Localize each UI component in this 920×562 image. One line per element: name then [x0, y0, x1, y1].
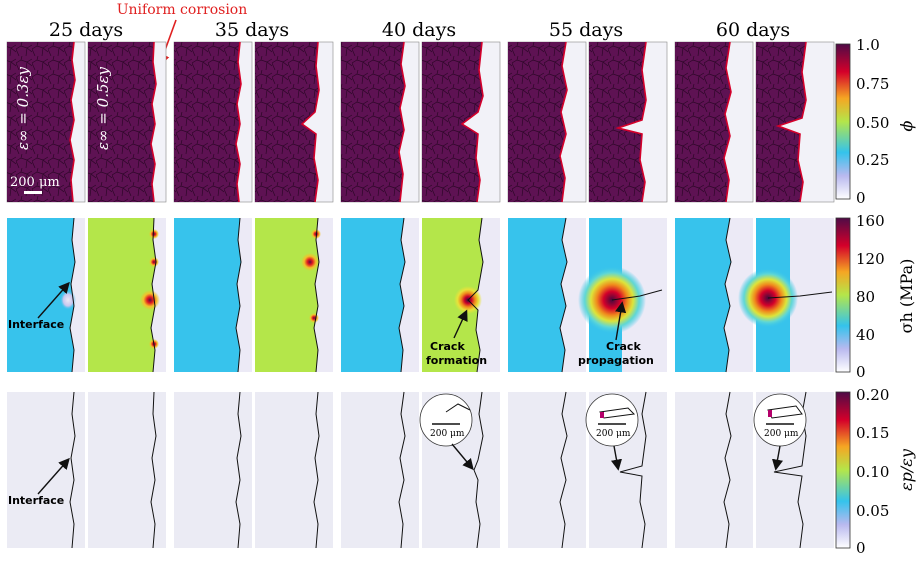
phi-tick-1: 0.75 [856, 75, 889, 93]
plastic-panel-2 [88, 391, 166, 549]
column-titles: 25 days 35 days 40 days 55 days 60 days [49, 19, 790, 41]
phi-panel-3 [173, 41, 253, 203]
sigma-tick-3: 40 [856, 326, 875, 344]
stress-panel-6 [422, 217, 500, 373]
stress-panel-3 [174, 217, 252, 373]
inset-scale-1: 200 μm [430, 429, 465, 439]
interface-arrow-1 [37, 281, 70, 319]
plastic-tick-0: 0.20 [856, 386, 889, 404]
interface-label-1: Interface [8, 318, 64, 331]
crack-propagation-arrow [615, 301, 627, 341]
plastic-axis-label: εp/εy [897, 448, 916, 491]
phi-panel-7 [507, 41, 587, 203]
crack-propagation-line-1: Crack [606, 340, 641, 353]
plastic-tick-4: 0 [856, 539, 866, 557]
stress-panel-7 [508, 217, 586, 373]
row-stress: Interface Crack formation Crack propagat… [7, 217, 834, 373]
phi-tick-0: 1.0 [856, 36, 880, 54]
phi-panel-6 [421, 41, 501, 203]
colorbar-phi: 1.0 0.75 0.50 0.25 0 ϕ [835, 36, 916, 207]
crack-formation-line-2: formation [426, 354, 487, 367]
phi-panel-8 [588, 41, 668, 203]
plastic-panel-7 [508, 391, 586, 549]
row-plastic: 200 μm 200 μm 200 μm [7, 391, 834, 549]
phi-panel-10 [755, 41, 835, 203]
inset-circle-2 [585, 393, 639, 447]
plastic-tick-3: 0.05 [856, 502, 889, 520]
inset-arrow-3 [771, 445, 784, 471]
plastic-tick-2: 0.10 [856, 463, 889, 481]
phi-panel-1 [6, 41, 86, 203]
scale-bar-label: 200 μm [10, 175, 60, 190]
phi-axis-label: ϕ [897, 120, 916, 131]
stress-panel-1 [7, 217, 85, 373]
phi-panel-5 [340, 41, 420, 203]
stress-panel-10 [738, 218, 834, 372]
strain-label-2: ε∞ = 0.5εy [94, 66, 112, 150]
inset-scale-2: 200 μm [596, 429, 631, 439]
strain-label-1: ε∞ = 0.3εy [14, 66, 32, 150]
column-title-35: 35 days [215, 19, 289, 41]
colorbar-sigma: 160 120 80 40 0 σh (MPa) [835, 212, 916, 381]
stress-panel-5 [341, 217, 419, 373]
inset-circle-1 [419, 393, 473, 447]
plastic-panel-3 [174, 391, 252, 549]
sigma-tick-4: 0 [856, 363, 866, 381]
phi-tick-2: 0.50 [856, 114, 889, 132]
inset-arrow-2 [610, 445, 623, 471]
stress-panel-8 [578, 218, 667, 372]
row-phase-field: ε∞ = 0.3εy ε∞ = 0.5εy 200 μm [6, 41, 835, 203]
crack-propagation-label: Crack propagation [578, 340, 654, 367]
phi-panel-9 [674, 41, 754, 203]
plastic-panel-8: 200 μm [585, 391, 667, 549]
inset-scale-3: 200 μm [764, 429, 799, 439]
phi-tick-3: 0.25 [856, 151, 889, 169]
column-title-60: 60 days [716, 19, 790, 41]
crack-formation-line-1: Crack [430, 340, 465, 353]
sigma-tick-1: 120 [856, 250, 885, 268]
crack-propagation-line-2: propagation [578, 354, 654, 367]
column-title-55: 55 days [549, 19, 623, 41]
sigma-axis-label: σh (MPa) [897, 259, 916, 334]
plastic-panel-5 [341, 391, 419, 549]
sigma-tick-2: 80 [856, 288, 875, 306]
sigma-tick-0: 160 [856, 212, 885, 230]
scale-bar [24, 191, 42, 194]
interface-label-2: Interface [8, 494, 64, 507]
column-title-40: 40 days [382, 19, 456, 41]
plastic-tick-1: 0.15 [856, 424, 889, 442]
plastic-panel-9 [675, 391, 753, 549]
stress-panel-2 [88, 217, 166, 373]
plastic-panel-10: 200 μm [753, 391, 834, 549]
phi-panel-2 [87, 41, 167, 203]
uniform-corrosion-label: Uniform corrosion [117, 2, 248, 18]
crack-formation-label: Crack formation [426, 340, 487, 367]
phi-panel-4 [254, 41, 334, 203]
interface-arrow-2 [37, 457, 70, 495]
colorbar-plastic: 0.20 0.15 0.10 0.05 0 εp/εy [835, 386, 916, 557]
plastic-panel-1 [7, 391, 85, 549]
stress-panel-4 [255, 217, 333, 373]
crack-formation-arrow [453, 309, 468, 339]
column-title-25: 25 days [49, 19, 123, 41]
inset-arrow-1 [451, 443, 474, 471]
plastic-panel-4 [255, 391, 333, 549]
plastic-panel-6: 200 μm [419, 391, 500, 549]
phi-tick-4: 0 [856, 189, 866, 207]
